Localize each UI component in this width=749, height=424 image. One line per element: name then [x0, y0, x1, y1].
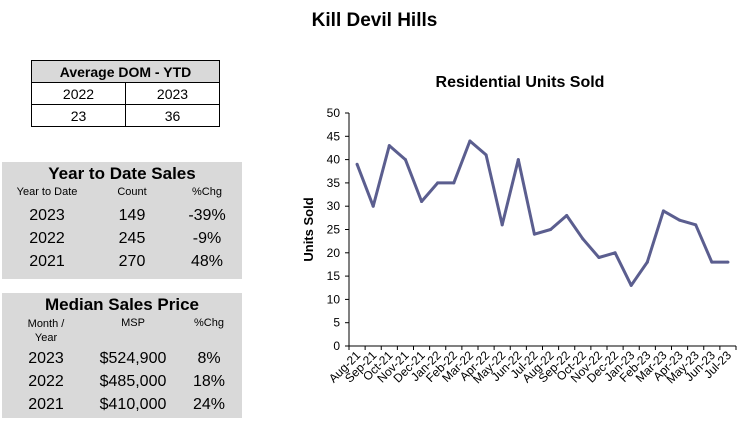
- median-sales-table: Month / Year MSP %Chg 2023 $524,900 8% 2…: [2, 317, 242, 416]
- y-tick-label: 45: [327, 129, 341, 143]
- y-tick-label: 25: [327, 223, 341, 237]
- median-sales-title: Median Sales Price: [44, 295, 200, 314]
- data-point: [452, 181, 456, 185]
- data-point: [597, 255, 601, 259]
- y-tick-label: 20: [327, 246, 341, 260]
- data-point: [645, 260, 649, 264]
- data-point: [484, 153, 488, 157]
- data-point: [549, 228, 553, 231]
- cell-change: -9%: [192, 229, 222, 247]
- cell-change: -39%: [188, 206, 226, 224]
- y-tick-label: 35: [327, 176, 341, 190]
- average-dom-value: 36: [124, 104, 221, 127]
- data-point: [403, 158, 407, 162]
- data-point: [678, 218, 682, 222]
- ytd-sales-panel: Year to Date Sales Year to Date Count %C…: [2, 162, 242, 279]
- cell-change: 48%: [190, 252, 224, 270]
- data-point: [387, 144, 391, 148]
- data-point: [661, 209, 665, 213]
- column-header: %Chg: [192, 186, 222, 198]
- average-dom-table: Average DOM - YTD 2022 2023 23 36: [31, 60, 221, 127]
- y-axis-label: Units Sold: [301, 197, 316, 261]
- table-row: 2022 $485,000 18%: [2, 370, 242, 393]
- cell-msp: $485,000: [99, 372, 167, 390]
- y-tick-label: 5: [333, 316, 340, 330]
- data-point: [726, 260, 730, 264]
- cell-change: 8%: [197, 349, 221, 367]
- y-tick-label: 40: [327, 153, 341, 167]
- cell-year: 2022: [28, 372, 64, 390]
- cell-change: 18%: [192, 372, 226, 390]
- cell-year: 2023: [28, 349, 64, 367]
- cell-year: 2021: [29, 252, 65, 270]
- data-point: [694, 223, 698, 227]
- ytd-sales-title: Year to Date Sales: [48, 164, 196, 183]
- ytd-sales-table: Year to Date Count %Chg 2023 149 -39% 20…: [2, 186, 242, 273]
- data-point: [420, 200, 424, 204]
- median-sales-panel: Median Sales Price Month / Year MSP %Chg…: [2, 293, 242, 418]
- y-tick-label: 50: [327, 106, 341, 120]
- data-point: [581, 237, 585, 241]
- cell-count: 149: [118, 206, 146, 224]
- table-row: 2021 $410,000 24%: [2, 393, 242, 416]
- data-point: [516, 158, 520, 162]
- column-header: Count: [117, 186, 147, 198]
- table-row: 2023 149 -39%: [2, 204, 242, 227]
- column-header: Year to Date: [16, 186, 78, 198]
- cell-count: 270: [118, 252, 146, 270]
- average-dom-title: Average DOM - YTD: [31, 60, 220, 83]
- average-dom-value: 23: [31, 104, 126, 127]
- data-point: [371, 204, 375, 208]
- column-header: %Chg: [194, 317, 224, 329]
- column-header: MSP: [121, 317, 145, 329]
- table-row: 2022 245 -9%: [2, 227, 242, 250]
- data-point: [613, 251, 617, 255]
- data-point: [710, 260, 714, 264]
- data-point: [468, 139, 472, 143]
- chart-title: Residential Units Sold: [435, 74, 605, 91]
- table-row: 2023 $524,900 8%: [2, 347, 242, 370]
- column-header: Month / Year: [27, 318, 65, 344]
- cell-year: 2022: [29, 229, 65, 247]
- cell-msp: $410,000: [99, 395, 167, 413]
- cell-count: 245: [118, 229, 146, 247]
- page-title: Kill Devil Hills: [311, 10, 438, 31]
- data-point: [355, 162, 359, 166]
- y-tick-label: 10: [327, 292, 341, 306]
- data-point: [436, 181, 440, 185]
- y-tick-label: 0: [333, 339, 340, 353]
- data-point: [629, 283, 633, 287]
- cell-msp: $524,900: [99, 349, 167, 367]
- cell-year: 2023: [29, 206, 65, 224]
- cell-change: 24%: [192, 395, 226, 413]
- data-point: [565, 214, 569, 218]
- data-point: [500, 223, 504, 227]
- table-row: 2021 270 48%: [2, 250, 242, 273]
- cell-year: 2021: [28, 395, 64, 413]
- series-line: [355, 139, 728, 287]
- y-tick-label: 30: [327, 199, 341, 213]
- y-tick-label: 15: [327, 269, 341, 283]
- data-point: [532, 232, 536, 236]
